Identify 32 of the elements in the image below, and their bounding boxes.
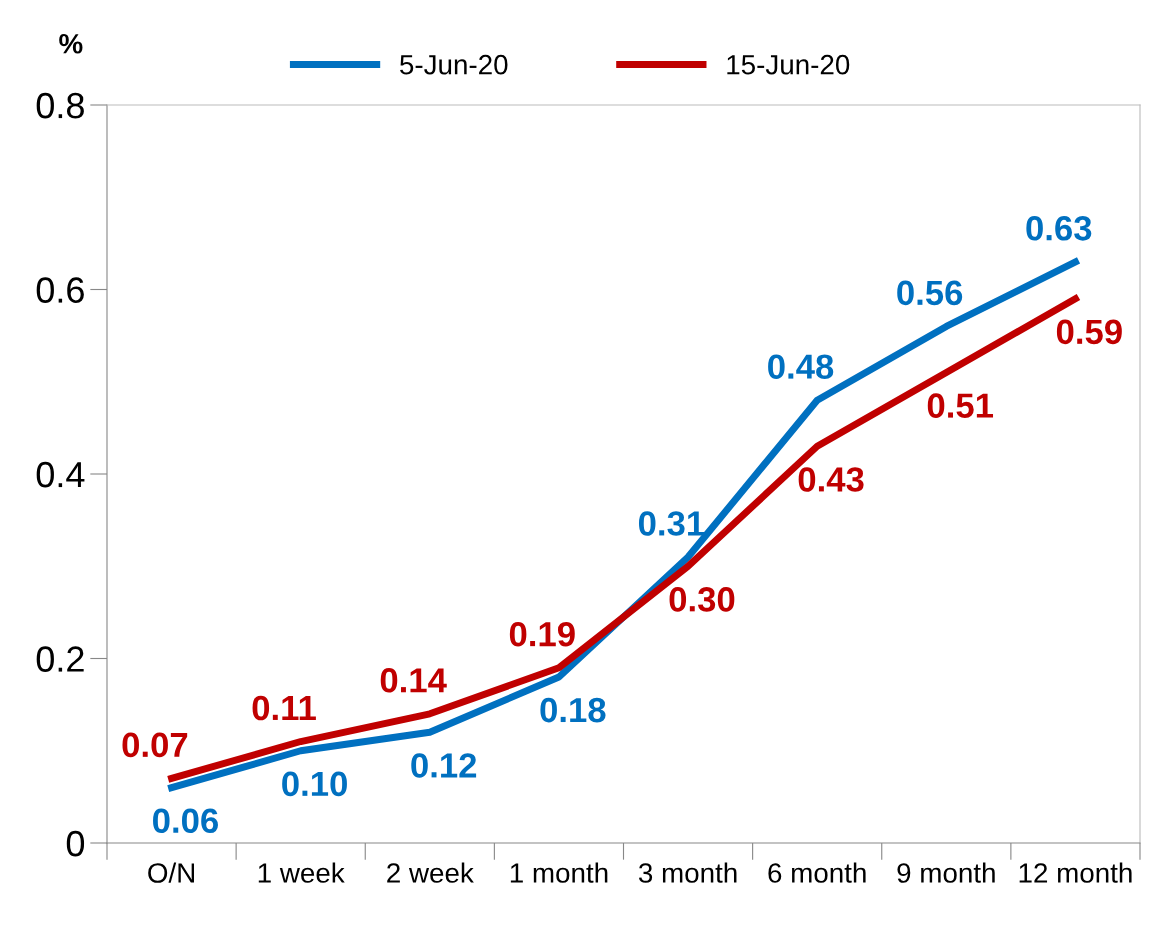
data-label: 0.51 [927, 393, 994, 418]
data-label: 0.14 [380, 668, 447, 693]
x-tick-label: O/N [148, 862, 194, 883]
x-tick-label: 1 week [258, 862, 345, 883]
data-label: 0.18 [540, 697, 606, 723]
x-tick-label: 3 month [638, 862, 737, 883]
y-tick-label: 0 [66, 830, 85, 857]
data-label: 0.07 [122, 732, 188, 758]
data-label: 0.11 [252, 695, 316, 721]
y-axis-title: % [59, 34, 83, 54]
x-tick-label: 1 month [510, 862, 608, 883]
data-label: 0.59 [1056, 319, 1122, 345]
x-tick-label: 6 month [768, 862, 866, 883]
data-label: 0.43 [798, 467, 864, 492]
y-tick-label: 0.6 [36, 277, 84, 303]
data-label: 0.12 [411, 753, 477, 778]
legend-label: 15-Jun-20 [727, 54, 850, 75]
data-label: 0.31 [638, 511, 705, 536]
data-label: 0.19 [509, 621, 575, 647]
data-label: 0.56 [897, 280, 963, 306]
y-tick-label: 0.4 [36, 461, 85, 488]
y-tick-label: 0.8 [36, 92, 84, 119]
data-label: 0.10 [282, 771, 347, 797]
data-label: 0.63 [1026, 216, 1092, 241]
data-label: 0.48 [768, 354, 834, 379]
y-tick-label: 0.2 [36, 646, 84, 672]
legend-label: 5-Jun-20 [400, 54, 508, 75]
x-tick-label: 12 month [1019, 862, 1132, 883]
x-tick-label: 9 month [897, 862, 995, 883]
data-label: 0.30 [669, 587, 735, 612]
x-tick-label: 2 week [387, 862, 474, 883]
data-label: 0.06 [153, 808, 218, 834]
